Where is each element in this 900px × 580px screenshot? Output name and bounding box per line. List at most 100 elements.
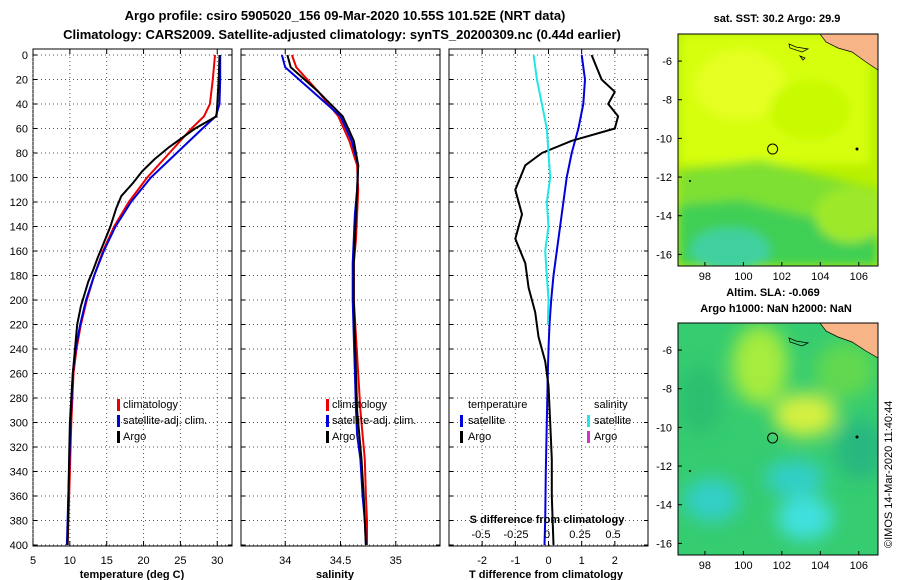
temperature-xlabel: temperature (deg C) <box>80 569 185 580</box>
legend-label-s-satellite: satellite <box>594 415 631 427</box>
legend-label-s-argo: Argo <box>594 431 617 443</box>
map-y-tick-label: -6 <box>662 345 672 357</box>
legend-swatch-argo <box>326 431 329 443</box>
series-line-t-argo <box>514 54 620 546</box>
map-x-tick-label: 102 <box>773 271 791 283</box>
map-x-tick-label: 106 <box>850 271 868 283</box>
legend-label-argo: Argo <box>123 431 146 443</box>
x-tick-label: 25 <box>174 555 186 567</box>
difference-panel: -2 -1 0 1 2 T difference from climatology S … <box>448 48 649 580</box>
sst-field <box>678 34 878 266</box>
x-tick-label: 15 <box>101 555 113 567</box>
temperature-panel: 0 20 40 60 80 100 120 140 160 180 200 220 240 260 280 3… <box>10 48 233 580</box>
sla-island <box>788 337 810 347</box>
y-tick-label: 340 <box>10 467 28 479</box>
top-tick: -0.25 <box>503 529 528 541</box>
y-tick-label: 20 <box>16 75 28 87</box>
x-tick-label: 34 <box>279 555 291 567</box>
y-tick-label: 360 <box>10 491 28 503</box>
x-tick-label: 30 <box>211 555 223 567</box>
title-line2: Climatology: CARS2009. Satellite-adjuste… <box>63 27 621 42</box>
legend-swatch-argo <box>117 431 120 443</box>
argo-position-marker <box>767 432 779 444</box>
map-x-tick-label: 100 <box>734 271 752 283</box>
salinity-panel: 34 34.5 35 salinity climatology satellite-… <box>240 48 441 580</box>
top-tick: -0.5 <box>472 529 491 541</box>
sst-land <box>819 34 878 71</box>
legend-swatch-satellite <box>326 415 329 427</box>
salinity-xlabel: salinity <box>316 569 355 580</box>
map-x-tick-label: 98 <box>699 271 711 283</box>
map-y-tick-label: -10 <box>656 422 672 434</box>
x-tick-label: 35 <box>390 555 402 567</box>
salinity-ticks: 34 34.5 35 <box>241 49 440 567</box>
sla-land <box>819 323 878 359</box>
map-y-tick-label: -12 <box>656 172 672 184</box>
salinity-grid <box>241 49 440 546</box>
y-tick-label: 160 <box>10 246 28 258</box>
x-tick-label: 5 <box>30 555 36 567</box>
map-y-tick-label: -16 <box>656 249 672 261</box>
map-x-tick-label: 104 <box>811 271 829 283</box>
sst-frame <box>677 33 879 267</box>
map-y-tick-label: -10 <box>656 133 672 145</box>
map-y-tick-label: -6 <box>662 56 672 68</box>
legend-label-argo: Argo <box>332 431 355 443</box>
map-y-tick-label: -8 <box>662 384 672 396</box>
salinity-legend: climatology satellite-adj. clim. Argo <box>326 399 416 443</box>
legend-title-temperature: temperature <box>468 399 527 411</box>
map-x-tick-label: 106 <box>850 560 868 572</box>
map-y-tick-label: -8 <box>662 95 672 107</box>
y-tick-label: 300 <box>10 418 28 430</box>
sla-frame <box>677 322 879 556</box>
argo-position-marker <box>767 143 779 155</box>
difference-lines <box>514 54 620 546</box>
difference-legend: temperature salinity satellite Argo sate… <box>460 399 631 443</box>
legend-swatch-t-satellite <box>460 415 463 427</box>
sla-patches <box>678 325 878 540</box>
map-x-tick-label: 98 <box>699 560 711 572</box>
y-tick-label: 220 <box>10 320 28 332</box>
legend-label-climatology: climatology <box>332 399 388 411</box>
legend-swatch-s-argo <box>587 431 590 443</box>
sst-axes: 98 100 102 104 106 -6 -8 -10 -12 -14 -16 <box>656 56 868 283</box>
y-tick-label: 40 <box>16 99 28 111</box>
map-y-tick-label: -14 <box>656 211 672 223</box>
y-tick-label: 120 <box>10 197 28 209</box>
legend-swatch-satellite <box>117 415 120 427</box>
map-x-tick-label: 102 <box>773 560 791 572</box>
y-tick-label: 100 <box>10 173 28 185</box>
y-tick-label: 180 <box>10 271 28 283</box>
legend-label-satellite: satellite-adj. clim. <box>332 415 416 427</box>
x-tick-label: -1 <box>510 555 520 567</box>
series-line-argo <box>66 54 221 546</box>
legend-label-climatology: climatology <box>123 399 179 411</box>
top-tick: 0.25 <box>569 529 590 541</box>
legend-label-satellite: satellite-adj. clim. <box>123 415 207 427</box>
difference-xlabel: T difference from climatology <box>469 569 624 580</box>
y-tick-label: 320 <box>10 442 28 454</box>
series-line-s-satellite <box>532 54 552 325</box>
map-x-tick-label: 100 <box>734 560 752 572</box>
temperature-legend: climatology satellite-adj. clim. Argo <box>117 399 207 443</box>
x-tick-label: 2 <box>612 555 618 567</box>
y-tick-label: 140 <box>10 222 28 234</box>
difference-top-ticks: -0.5 -0.25 0 0.25 0.5 <box>472 529 621 541</box>
y-tick-label: 400 <box>10 540 28 552</box>
temperature-lines <box>65 54 222 546</box>
sla-map: Altim. SLA: -0.069 Argo h1000: NaN h2000… <box>656 287 879 572</box>
y-tick-label: 0 <box>22 50 28 62</box>
series-line-argo <box>286 54 367 546</box>
temperature-ticks: 0 20 40 60 80 100 120 140 160 180 200 220 240 260 280 3… <box>10 49 232 567</box>
difference-ticks: -2 -1 0 1 2 <box>449 49 648 567</box>
map-y-tick-label: -14 <box>656 500 672 512</box>
salinity-lines <box>280 54 368 546</box>
sst-map-title: sat. SST: 30.2 Argo: 29.9 <box>714 13 841 25</box>
sla-map-subtitle: Argo h1000: NaN h2000: NaN <box>700 303 852 315</box>
x-tick-label: -2 <box>477 555 487 567</box>
sst-island <box>788 43 810 53</box>
temperature-grid <box>32 49 232 546</box>
legend-swatch-climatology <box>117 399 120 411</box>
top-tick: 0 <box>544 529 550 541</box>
y-tick-label: 380 <box>10 516 28 528</box>
